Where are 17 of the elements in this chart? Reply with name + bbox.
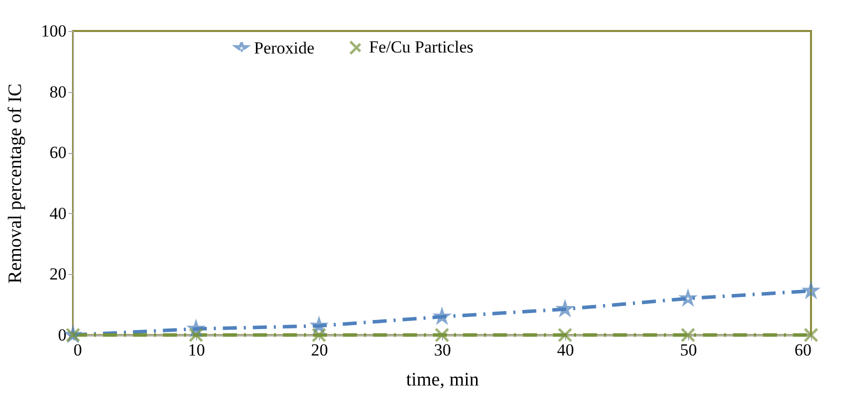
x-tick-label: 20 <box>311 340 328 360</box>
y-tick-label: 100 <box>41 22 66 40</box>
x-tick-label: 30 <box>434 340 451 360</box>
y-tick-label: 60 <box>50 143 66 162</box>
x-tick-label: 60 <box>794 340 812 360</box>
x-tick-label: 0 <box>74 340 82 360</box>
x-axis-title: time, min <box>406 370 480 390</box>
x-tick-label: 40 <box>557 340 574 360</box>
y-axis-title: Removal percentage of IC <box>5 84 26 284</box>
y-tick-label: 20 <box>50 264 66 284</box>
x-tick-label: 10 <box>188 340 205 360</box>
x-tick-label: 50 <box>680 340 697 360</box>
y-tick-label: 40 <box>50 204 66 223</box>
legend-label: Fe/Cu Particles <box>369 38 474 57</box>
y-tick-label: 80 <box>50 82 66 102</box>
y-tick-label: 0 <box>58 326 66 344</box>
legend-label: Peroxide <box>254 38 314 58</box>
